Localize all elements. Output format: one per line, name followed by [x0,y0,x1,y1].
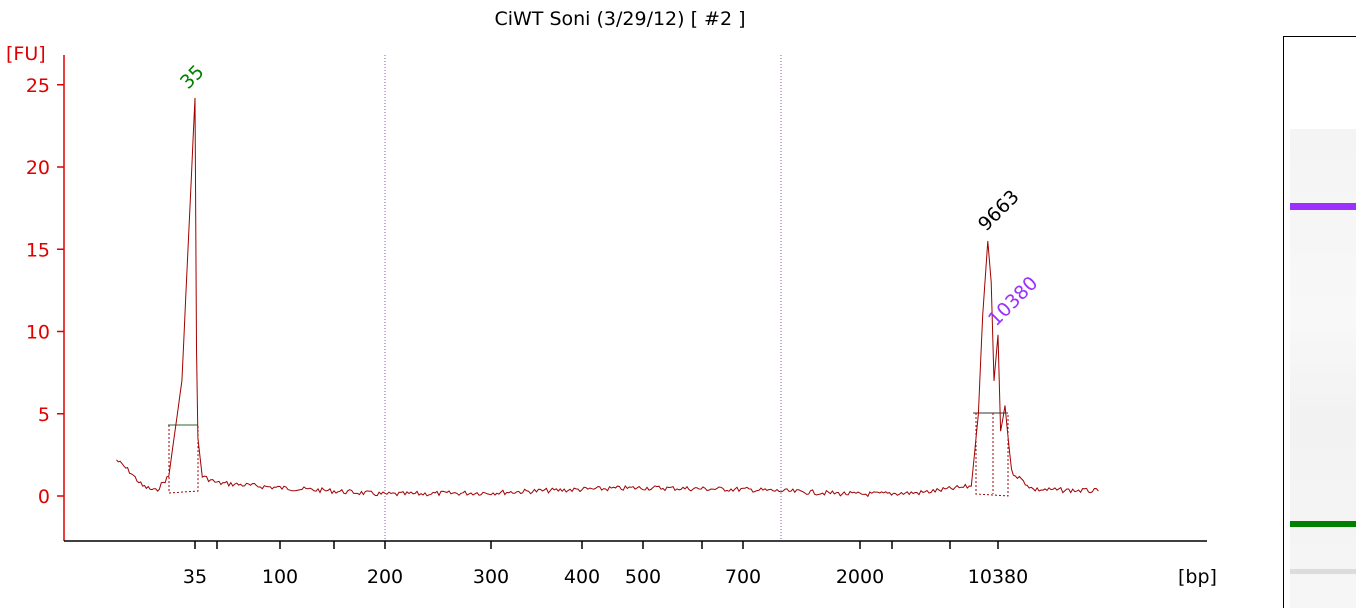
signal-trace [116,97,1099,498]
y-tick-label: 20 [26,157,50,179]
lower-marker-band [1290,521,1356,527]
y-tick-label: 25 [26,75,50,97]
x-tick-label: 2000 [836,566,884,588]
x-tick-label: 500 [625,566,661,588]
peak-label-10380: 10380 [984,272,1042,330]
y-axis-unit: [FU] [6,43,46,65]
x-tick-label: 10380 [968,566,1028,588]
gel-lane [1290,129,1356,608]
y-tick-label: 0 [38,486,50,508]
faint-band [1290,569,1356,574]
gel-image [1283,36,1356,608]
upper-marker-band [1290,203,1356,210]
x-tick-label: 100 [262,566,298,588]
x-tick-label: 200 [367,566,403,588]
x-tick-label: 35 [183,566,207,588]
y-tick-label: 15 [26,239,50,261]
chart-title: CiWT Soni (3/29/12) [ #2 ] [494,8,745,30]
peak-label-9663: 9663 [974,186,1024,236]
peak-label-35: 35 [176,61,209,94]
peak-integration-35 [168,425,199,494]
peak-integration-9663 [975,413,1009,497]
y-tick-label: 10 [26,322,50,344]
x-tick-label: 400 [564,566,600,588]
electropherogram-chart: CiWT Soni (3/29/12) [ #2 ] [FU] [bp] 0 5 1… [6,8,1217,588]
x-tick-label: 300 [473,566,509,588]
y-tick-label: 5 [38,404,50,426]
x-tick-label: 700 [725,566,761,588]
x-axis-unit: [bp] [1178,566,1217,588]
